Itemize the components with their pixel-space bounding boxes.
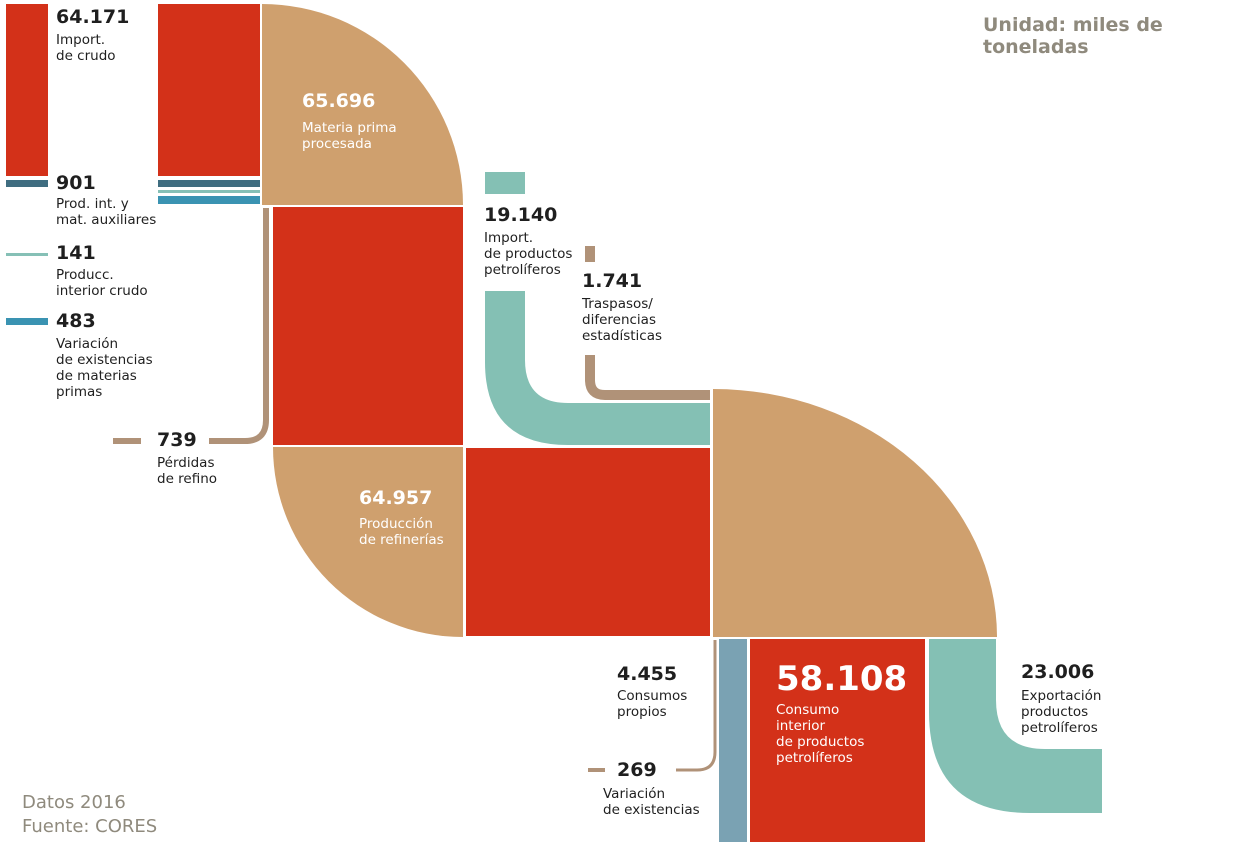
products-pool-quarter (713, 389, 997, 637)
exports-label: Exportación productos petrolíferos (1021, 688, 1102, 736)
losses-label: Pérdidas de refino (157, 455, 218, 487)
crude-imports-swatch (6, 4, 48, 176)
intermediate-value: 901 (56, 172, 96, 194)
refining-block (273, 207, 463, 445)
domestic-crude-label: Producc. interior crudo (56, 267, 148, 299)
intermediate-input-band (158, 180, 260, 187)
refinery-output-value: 64.957 (359, 487, 433, 509)
domestic-consumption-label: Consumo interior de productos petrolífer… (776, 702, 865, 766)
own-consumption-label: Consumos propios (617, 688, 688, 720)
crude-input-block (158, 4, 260, 176)
stock-variation-label: Variación de existencias (603, 786, 700, 818)
transfers-swatch (585, 246, 595, 262)
domestic-crude-value: 141 (56, 242, 96, 264)
refinery-output-label: Producción de refinerías (359, 516, 444, 548)
unit-label: Unidad: miles de toneladas (983, 14, 1163, 58)
losses-flow (209, 208, 269, 444)
domestic-crude-swatch (6, 253, 48, 256)
transfers-label: Traspasos/ diferencias estadísticas (582, 296, 663, 344)
domestic-consumption-value: 58.108 (776, 659, 908, 699)
raw-processed-label: Materia prima procesada (302, 120, 397, 152)
exports-flow (929, 639, 1102, 813)
transfers-flow (585, 355, 710, 400)
losses-value: 739 (157, 429, 197, 451)
product-imports-swatch (485, 172, 525, 194)
raw-processed-value: 65.696 (302, 90, 376, 112)
refinery-transfer-block (466, 448, 710, 636)
product-imports-label: Import. de productos petrolíferos (484, 230, 573, 278)
product-imports-value: 19.140 (484, 204, 558, 226)
stock-raw-label: Variación de existencias de materias pri… (56, 336, 153, 400)
footer-year: Datos 2016 (22, 792, 126, 813)
stock-raw-input-band (158, 196, 260, 204)
intermediate-label: Prod. int. y mat. auxiliares (56, 196, 157, 228)
own-consumption-value: 4.455 (617, 663, 678, 685)
exports-value: 23.006 (1021, 661, 1095, 683)
stock-variation-value: 269 (617, 759, 657, 781)
raw-processed-quarter (262, 4, 463, 205)
domestic-crude-input-band (158, 190, 260, 193)
stock-variation-flow (676, 640, 717, 772)
footer-source: Fuente: CORES (22, 816, 158, 837)
own-consumption-block (719, 639, 747, 842)
stock-raw-value: 483 (56, 310, 96, 332)
crude-imports-label: Import. de crudo (56, 32, 116, 64)
intermediate-swatch (6, 180, 48, 187)
crude-imports-value: 64.171 (56, 6, 130, 28)
domestic-consumption-block (750, 639, 925, 842)
stock-variation-swatch (588, 768, 605, 772)
transfers-value: 1.741 (582, 270, 643, 292)
stock-raw-swatch (6, 318, 48, 325)
refinery-output-quarter (273, 447, 463, 637)
losses-swatch (113, 438, 141, 444)
product-imports-flow (485, 291, 710, 445)
